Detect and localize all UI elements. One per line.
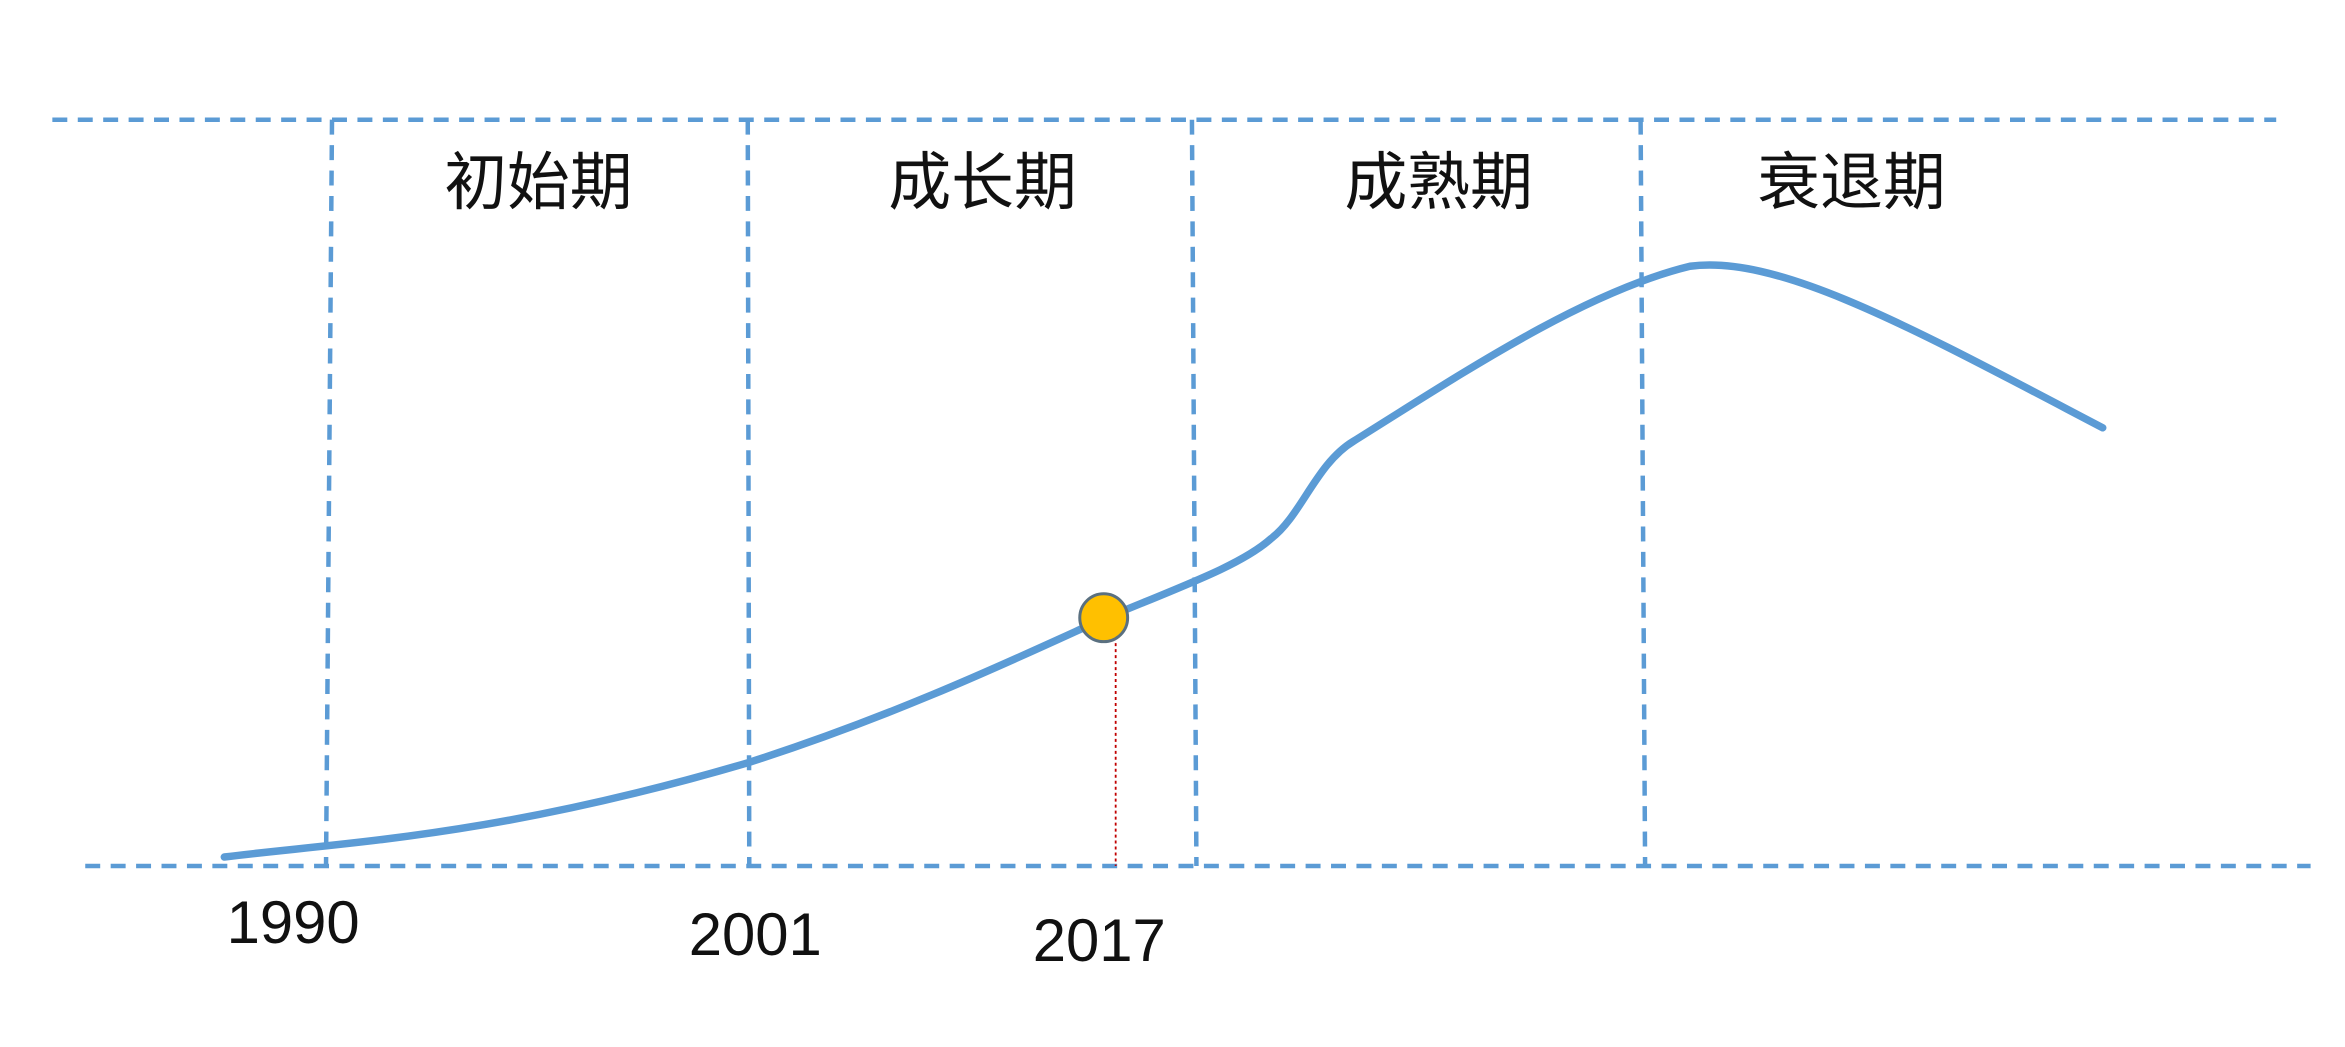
year-label: 1990 [227, 889, 360, 956]
stage-divider [323, 119, 335, 866]
year-label: 2001 [689, 901, 822, 968]
stage-divider [1638, 119, 1648, 866]
stage-label: 衰退期 [1757, 146, 1945, 219]
current-point [1078, 592, 1130, 644]
stage-label: 成熟期 [1345, 146, 1533, 219]
lifecycle-curve [220, 261, 2107, 861]
stage-label: 初始期 [444, 146, 632, 219]
stage-divider [1189, 119, 1199, 866]
stage-divider [745, 119, 752, 866]
year-label: 2017 [1033, 907, 1166, 974]
stage-label: 成长期 [888, 146, 1076, 219]
